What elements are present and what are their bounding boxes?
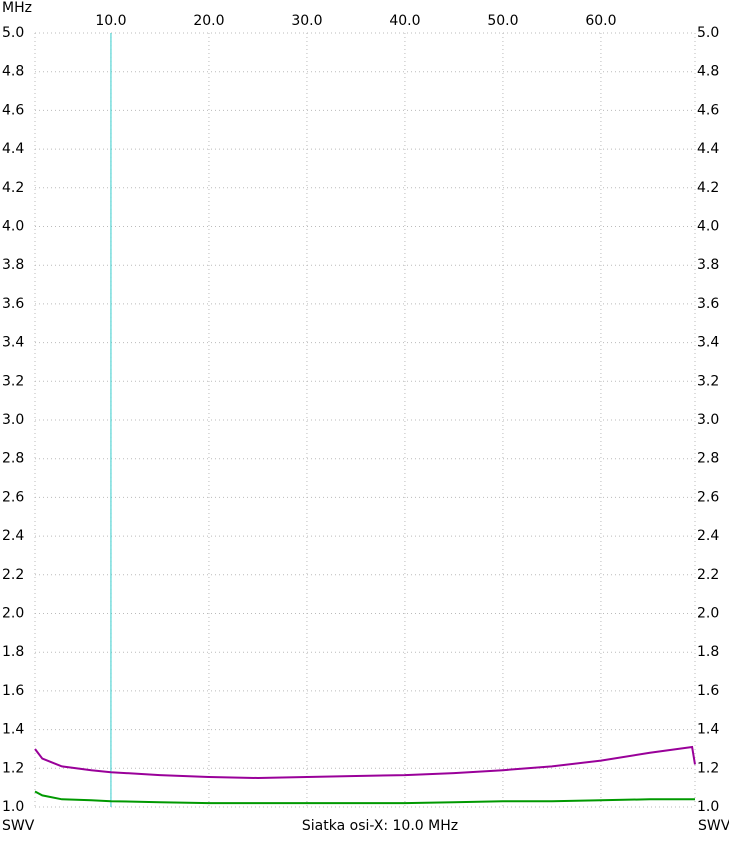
y2-tick-label: 3.2 — [697, 373, 719, 389]
y2-tick-label: 5.0 — [697, 25, 719, 41]
y2-tick-label: 4.2 — [697, 180, 719, 196]
y-tick-label: 4.2 — [2, 180, 24, 196]
y-tick-label: 2.2 — [2, 567, 24, 583]
y2-tick-label: 1.2 — [697, 760, 719, 776]
footer: Siatka osi-X: 10.0 MHz — [302, 818, 458, 834]
x-tick-label: 50.0 — [487, 13, 518, 29]
y-tick-label: 3.0 — [2, 412, 24, 428]
y2-tick-label: 4.0 — [697, 219, 719, 235]
series-line — [34, 790, 695, 805]
y-axis-label: SWV — [2, 818, 35, 834]
y2-axis-label: SWV — [698, 818, 729, 834]
y2-tick-label: 4.6 — [697, 102, 719, 118]
y-tick-label: 2.4 — [2, 528, 24, 544]
y-tick-label: 3.8 — [2, 257, 24, 273]
x-tick-label: 10.0 — [95, 13, 126, 29]
y2-tick-label: 2.8 — [697, 451, 719, 467]
y2-tick-label: 1.0 — [697, 799, 719, 815]
y-tick-label: 4.0 — [2, 219, 24, 235]
y-tick-label: 3.2 — [2, 373, 24, 389]
y-tick-label: 2.6 — [2, 489, 24, 505]
y-tick-label: 2.0 — [2, 606, 24, 622]
x-unit-label: MHz — [2, 0, 32, 16]
x-tick-label: 20.0 — [193, 13, 224, 29]
y2-tick-label: 3.8 — [697, 257, 719, 273]
series-line — [34, 745, 696, 780]
y-tick-label: 5.0 — [2, 25, 24, 41]
y2-tick-label: 2.2 — [697, 567, 719, 583]
x-tick-label: 40.0 — [389, 13, 420, 29]
y-tick-label: 2.8 — [2, 451, 24, 467]
y2-tick-label: 3.6 — [697, 296, 719, 312]
y2-tick-label: 1.4 — [697, 722, 719, 738]
y-tick-label: 4.4 — [2, 141, 24, 157]
y2-tick-label: 4.4 — [697, 141, 719, 157]
y-tick-label: 4.6 — [2, 102, 24, 118]
y-tick-label: 1.0 — [2, 799, 24, 815]
y2-tick-label: 3.0 — [697, 412, 719, 428]
y2-tick-label: 2.6 — [697, 489, 719, 505]
y-tick-label: 1.2 — [2, 760, 24, 776]
y2-tick-label: 2.0 — [697, 606, 719, 622]
x-tick-label: 60.0 — [585, 13, 616, 29]
y2-tick-label: 1.6 — [697, 683, 719, 699]
y2-tick-label: 2.4 — [697, 528, 719, 544]
y2-tick-label: 4.8 — [697, 64, 719, 80]
y-tick-label: 3.6 — [2, 296, 24, 312]
y-tick-label: 3.4 — [2, 335, 24, 351]
y2-tick-label: 3.4 — [697, 335, 719, 351]
y-tick-label: 1.8 — [2, 644, 24, 660]
y-tick-label: 1.6 — [2, 683, 24, 699]
y-tick-label: 1.4 — [2, 722, 24, 738]
y2-tick-label: 1.8 — [697, 644, 719, 660]
y-tick-label: 4.8 — [2, 64, 24, 80]
x-tick-label: 30.0 — [291, 13, 322, 29]
